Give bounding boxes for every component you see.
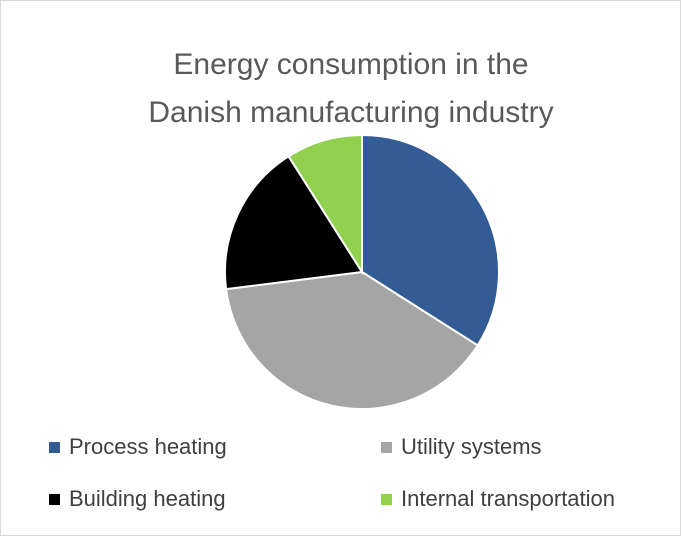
legend-entry: Utility systems [381, 434, 542, 460]
pie-slice [224, 154, 364, 291]
pie-slice [224, 270, 480, 410]
legend-entry: Building heating [49, 486, 226, 512]
legend-entry: Internal transportation [381, 486, 615, 512]
legend-swatch [381, 441, 392, 453]
legend-swatch [49, 493, 60, 505]
legend-swatch [49, 441, 60, 453]
chart-title: Energy consumption in the Danish manufac… [148, 48, 554, 129]
legend-label: Building heating [69, 486, 226, 511]
legend-entry: Process heating [49, 434, 227, 460]
legend-label: Utility systems [401, 434, 542, 459]
legend-label: Process heating [69, 434, 227, 459]
legend-label: Internal transportation [401, 486, 616, 511]
pie-slice [287, 133, 363, 276]
legend-swatch [381, 493, 392, 505]
